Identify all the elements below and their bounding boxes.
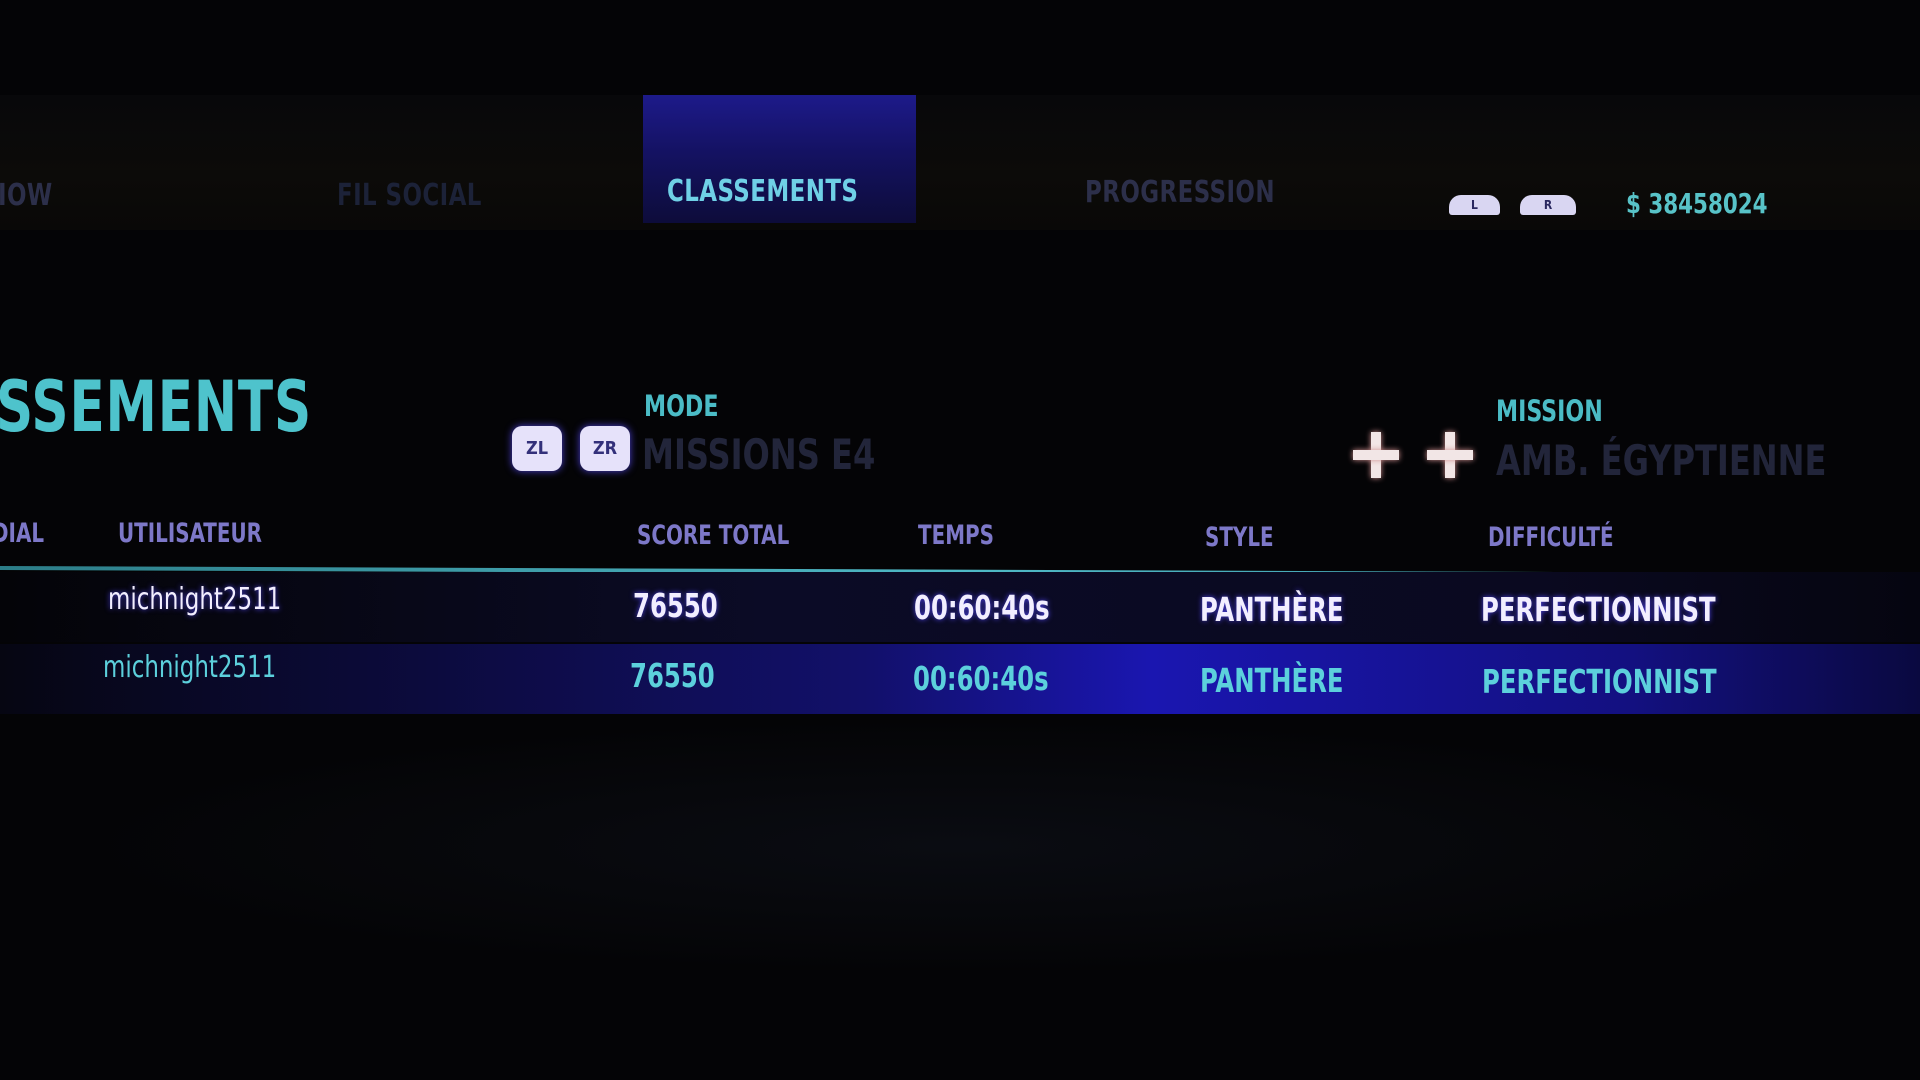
header-rank: DIAL [0, 518, 45, 549]
row-time: 00:60:40s [914, 588, 1050, 627]
empty-list-area [60, 716, 1860, 976]
row-difficulty: PERFECTIONNIST [1482, 662, 1717, 701]
zl-button-icon[interactable]: ZL [512, 426, 562, 471]
row-score: 76550 [630, 656, 715, 695]
table-row[interactable]: michnight2511 76550 00:60:40s PANTHÈRE P… [0, 572, 1920, 642]
row-user: michnight2511 [103, 650, 277, 685]
header-time: TEMPS [918, 520, 994, 551]
zr-button-icon[interactable]: ZR [580, 426, 630, 471]
tab-active-highlight [643, 95, 916, 223]
tab-classements[interactable]: CLASSEMENTS [667, 174, 859, 209]
mode-label: MODE [644, 389, 719, 423]
mission-label: MISSION [1496, 394, 1603, 428]
tab-partial[interactable]: IOW [0, 178, 53, 213]
top-nav-bar [0, 95, 1920, 230]
header-user: UTILISATEUR [118, 518, 263, 549]
mission-value[interactable]: AMB. ÉGYPTIENNE [1496, 436, 1827, 485]
tab-progression[interactable]: PROGRESSION [1085, 175, 1275, 210]
header-style: STYLE [1205, 522, 1274, 553]
l-button-icon[interactable]: L [1449, 195, 1500, 215]
currency-balance: $ 38458024 [1626, 187, 1768, 220]
row-time: 00:60:40s [913, 659, 1049, 698]
page-title: SSEMENTS [0, 366, 312, 448]
tab-fil-social[interactable]: FIL SOCIAL [337, 178, 482, 213]
dpad-plus-icon [1427, 432, 1473, 478]
mode-value[interactable]: MISSIONS E4 [642, 430, 876, 479]
dpad-plus-icon [1353, 432, 1399, 478]
header-difficulty: DIFFICULTÉ [1488, 522, 1614, 553]
row-style: PANTHÈRE [1200, 590, 1344, 629]
header-score: SCORE TOTAL [637, 520, 790, 551]
row-style: PANTHÈRE [1200, 661, 1344, 700]
table-row-selected[interactable]: michnight2511 76550 00:60:40s PANTHÈRE P… [0, 644, 1920, 714]
row-user: michnight2511 [108, 582, 282, 617]
row-score: 76550 [633, 586, 718, 625]
row-difficulty: PERFECTIONNIST [1481, 590, 1716, 629]
r-button-icon[interactable]: R [1520, 195, 1576, 215]
